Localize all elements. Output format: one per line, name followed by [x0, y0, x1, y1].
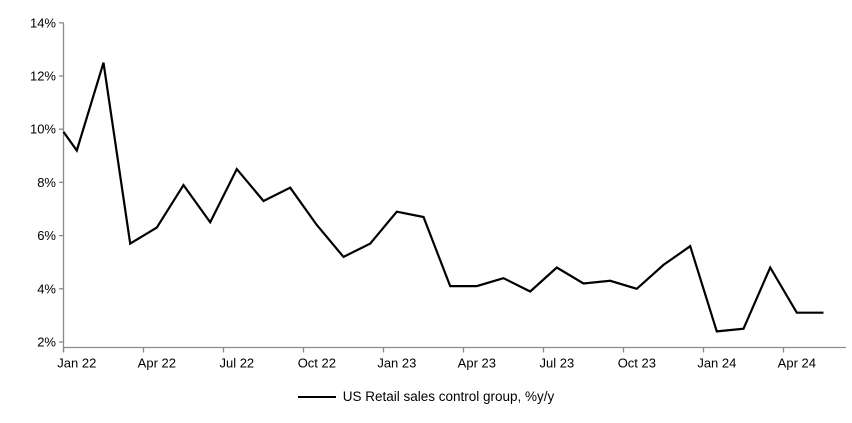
x-tick-label: Jan 23	[377, 356, 416, 371]
y-tick-label: 6%	[37, 228, 56, 243]
legend-line-sample-icon	[297, 395, 336, 398]
legend: US Retail sales control group, %y/y	[0, 389, 852, 404]
y-tick-label: 10%	[30, 122, 56, 137]
x-tick-label: Jul 23	[539, 356, 574, 371]
x-tick-label: Jan 22	[57, 356, 96, 371]
x-tick-label: Apr 24	[778, 356, 816, 371]
x-tick-label: Jan 24	[697, 356, 736, 371]
y-tick-label: 4%	[37, 281, 56, 296]
x-tick-label: Apr 22	[138, 356, 176, 371]
y-tick-label: 12%	[30, 69, 56, 84]
y-tick-label: 2%	[37, 335, 56, 350]
x-tick-label: Oct 22	[298, 356, 336, 371]
x-tick-label: Apr 23	[458, 356, 496, 371]
data-line	[62, 62, 824, 333]
x-tick-label: Jul 22	[219, 356, 254, 371]
y-tick-label: 8%	[37, 175, 56, 190]
x-tick-label: Oct 23	[618, 356, 656, 371]
y-tick-label: 14%	[30, 15, 56, 30]
legend-label: US Retail sales control group, %y/y	[342, 389, 555, 404]
